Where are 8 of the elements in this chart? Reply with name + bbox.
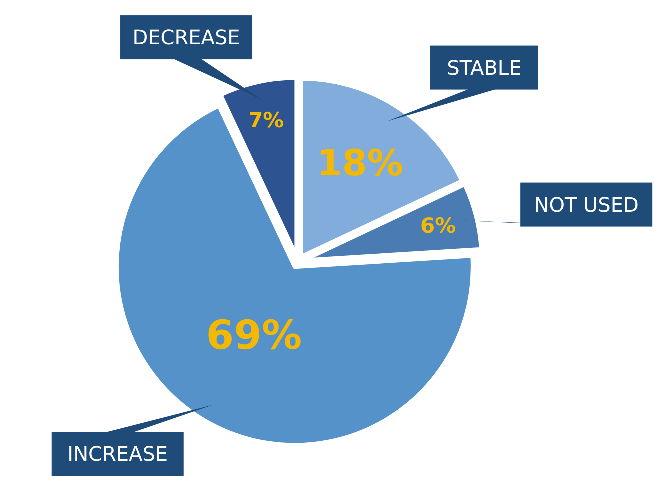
data-label: 18% bbox=[317, 143, 404, 184]
data-label: 6% bbox=[420, 214, 456, 238]
slice-label: NOT USED bbox=[534, 192, 639, 217]
slice-label: STABLE bbox=[447, 56, 522, 80]
data-label: 69% bbox=[206, 313, 302, 360]
slice-label: INCREASE bbox=[68, 442, 168, 466]
slice-label: DECREASE bbox=[132, 26, 240, 50]
data-label: 7% bbox=[248, 108, 284, 133]
